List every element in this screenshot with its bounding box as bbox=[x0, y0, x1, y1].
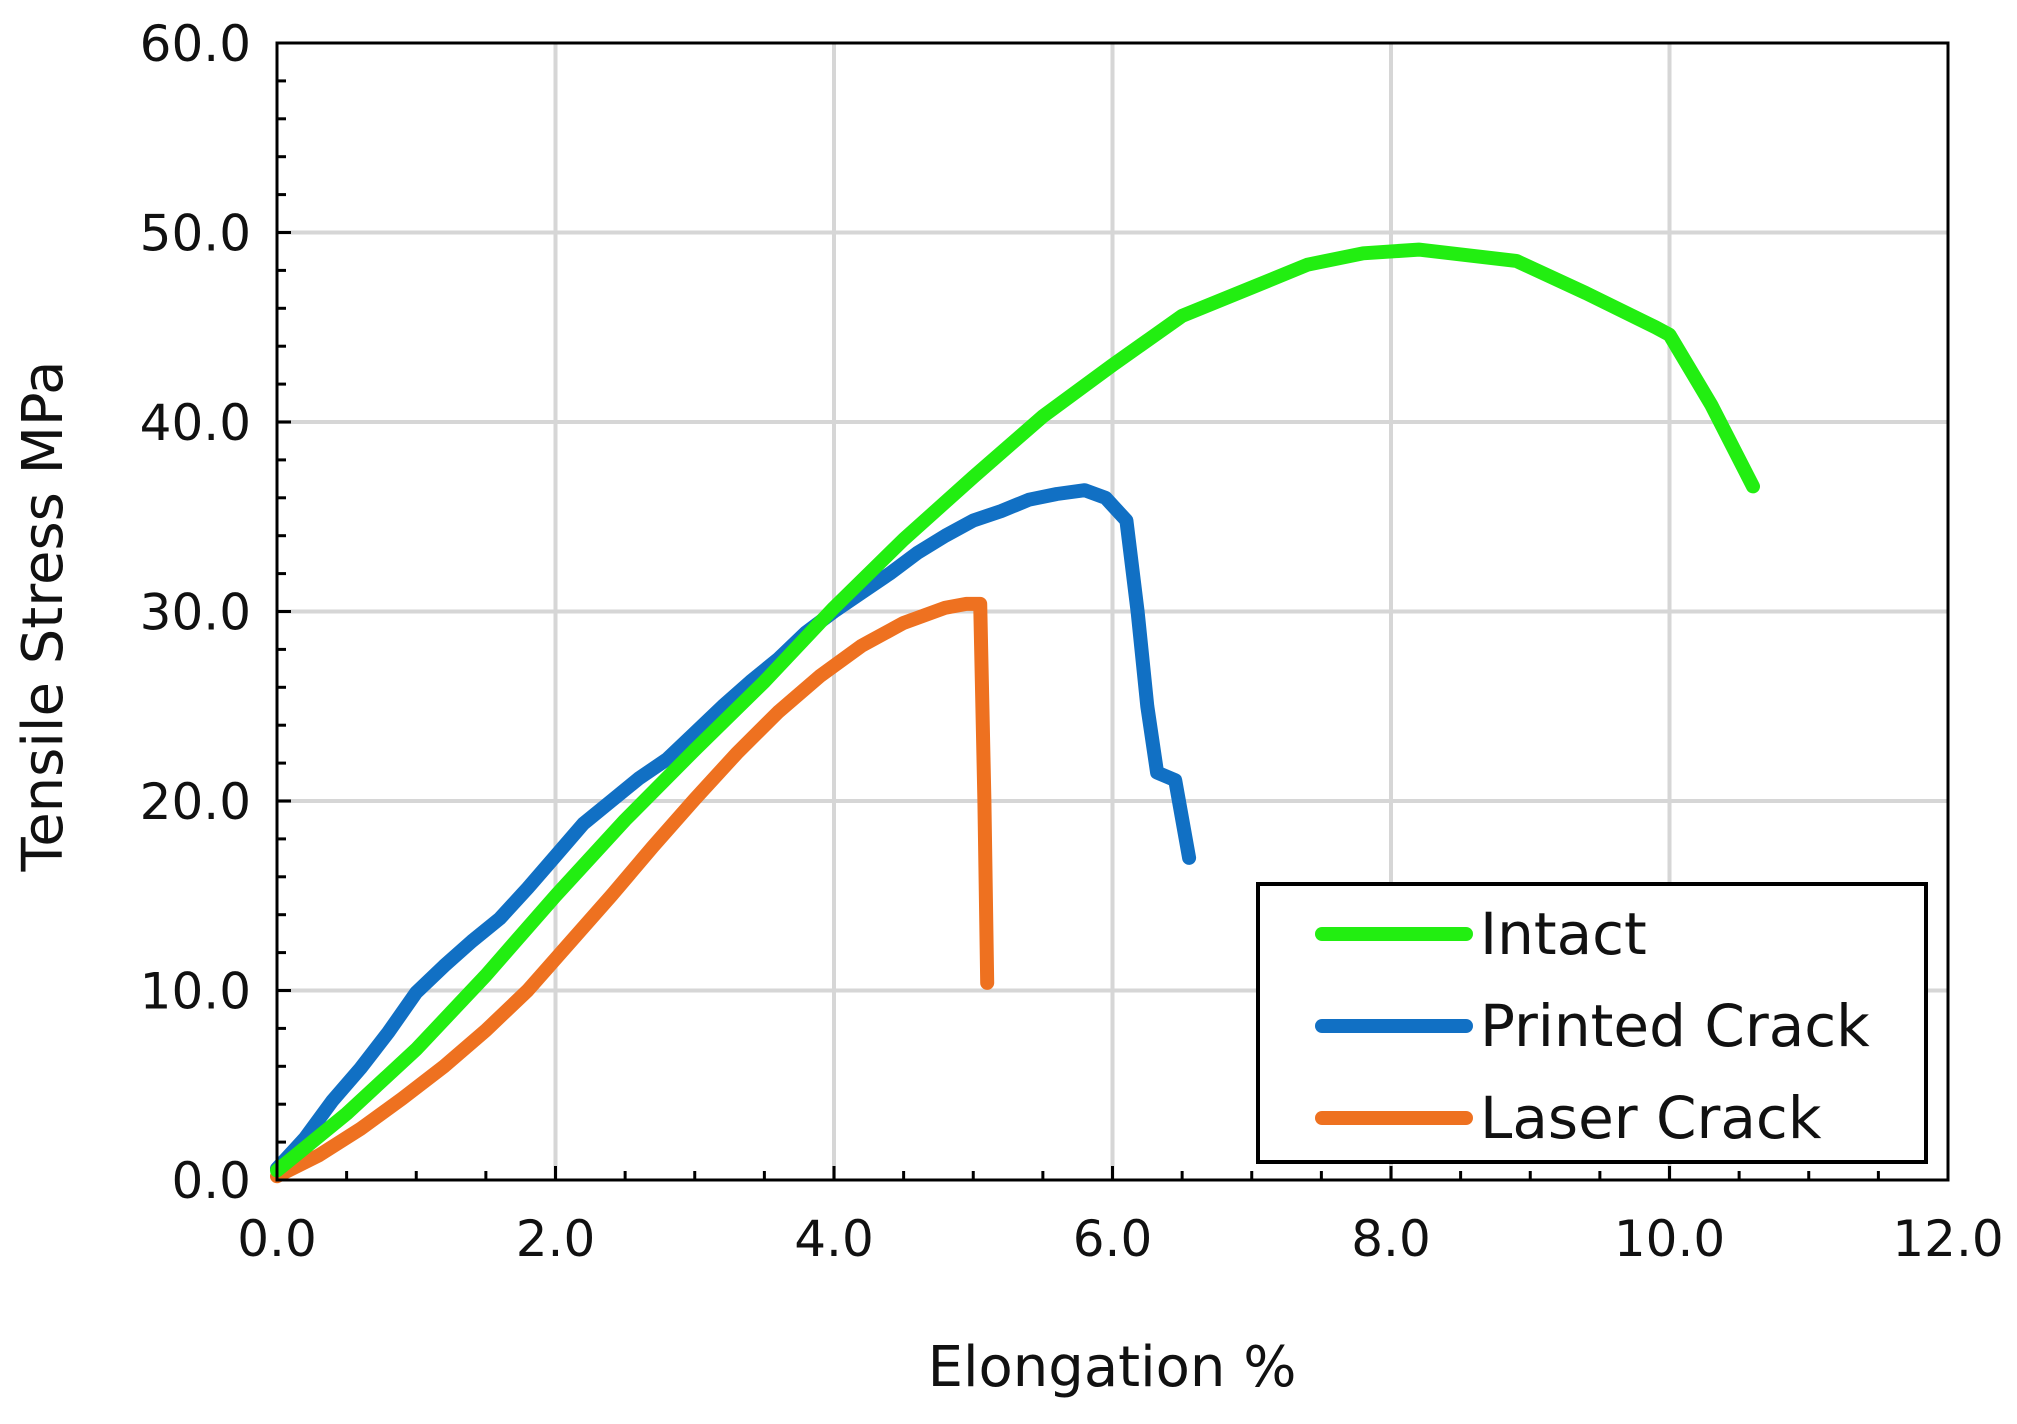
y-tick-label: 0.0 bbox=[171, 1152, 251, 1210]
y-tick-label: 40.0 bbox=[140, 394, 251, 452]
y-tick-label: 20.0 bbox=[140, 773, 251, 831]
x-tick-label: 8.0 bbox=[1351, 1210, 1431, 1268]
legend: Intact Printed Crack Laser Crack bbox=[1256, 882, 1928, 1164]
legend-label-printed-crack: Printed Crack bbox=[1480, 992, 1870, 1060]
y-axis-label: Tensile Stress MPa bbox=[11, 361, 76, 873]
y-tick-label: 50.0 bbox=[140, 205, 251, 263]
y-tick-label: 30.0 bbox=[140, 584, 251, 642]
y-tick-label: 60.0 bbox=[140, 15, 251, 73]
data-series bbox=[270, 242, 1760, 1184]
x-tick-label: 2.0 bbox=[516, 1210, 596, 1268]
series-line-laser-crack bbox=[270, 596, 995, 1184]
x-axis-label: Elongation % bbox=[928, 1335, 1297, 1400]
grid-lines bbox=[277, 43, 1948, 1180]
axes: 0.0 2.0 4.0 6.0 8.0 10.0 12.0 0.0 10.0 20.0 30.0 40… bbox=[140, 15, 2004, 1268]
x-tick-label: 0.0 bbox=[237, 1210, 317, 1268]
y-tick-label: 10.0 bbox=[140, 963, 251, 1021]
x-tick-label: 6.0 bbox=[1073, 1210, 1153, 1268]
legend-label-intact: Intact bbox=[1480, 900, 1647, 968]
legend-label-laser-crack: Laser Crack bbox=[1480, 1084, 1822, 1152]
series-line-intact bbox=[270, 242, 1760, 1178]
x-tick-label: 10.0 bbox=[1614, 1210, 1725, 1268]
x-tick-label: 12.0 bbox=[1892, 1210, 2003, 1268]
x-tick-label: 4.0 bbox=[794, 1210, 874, 1268]
